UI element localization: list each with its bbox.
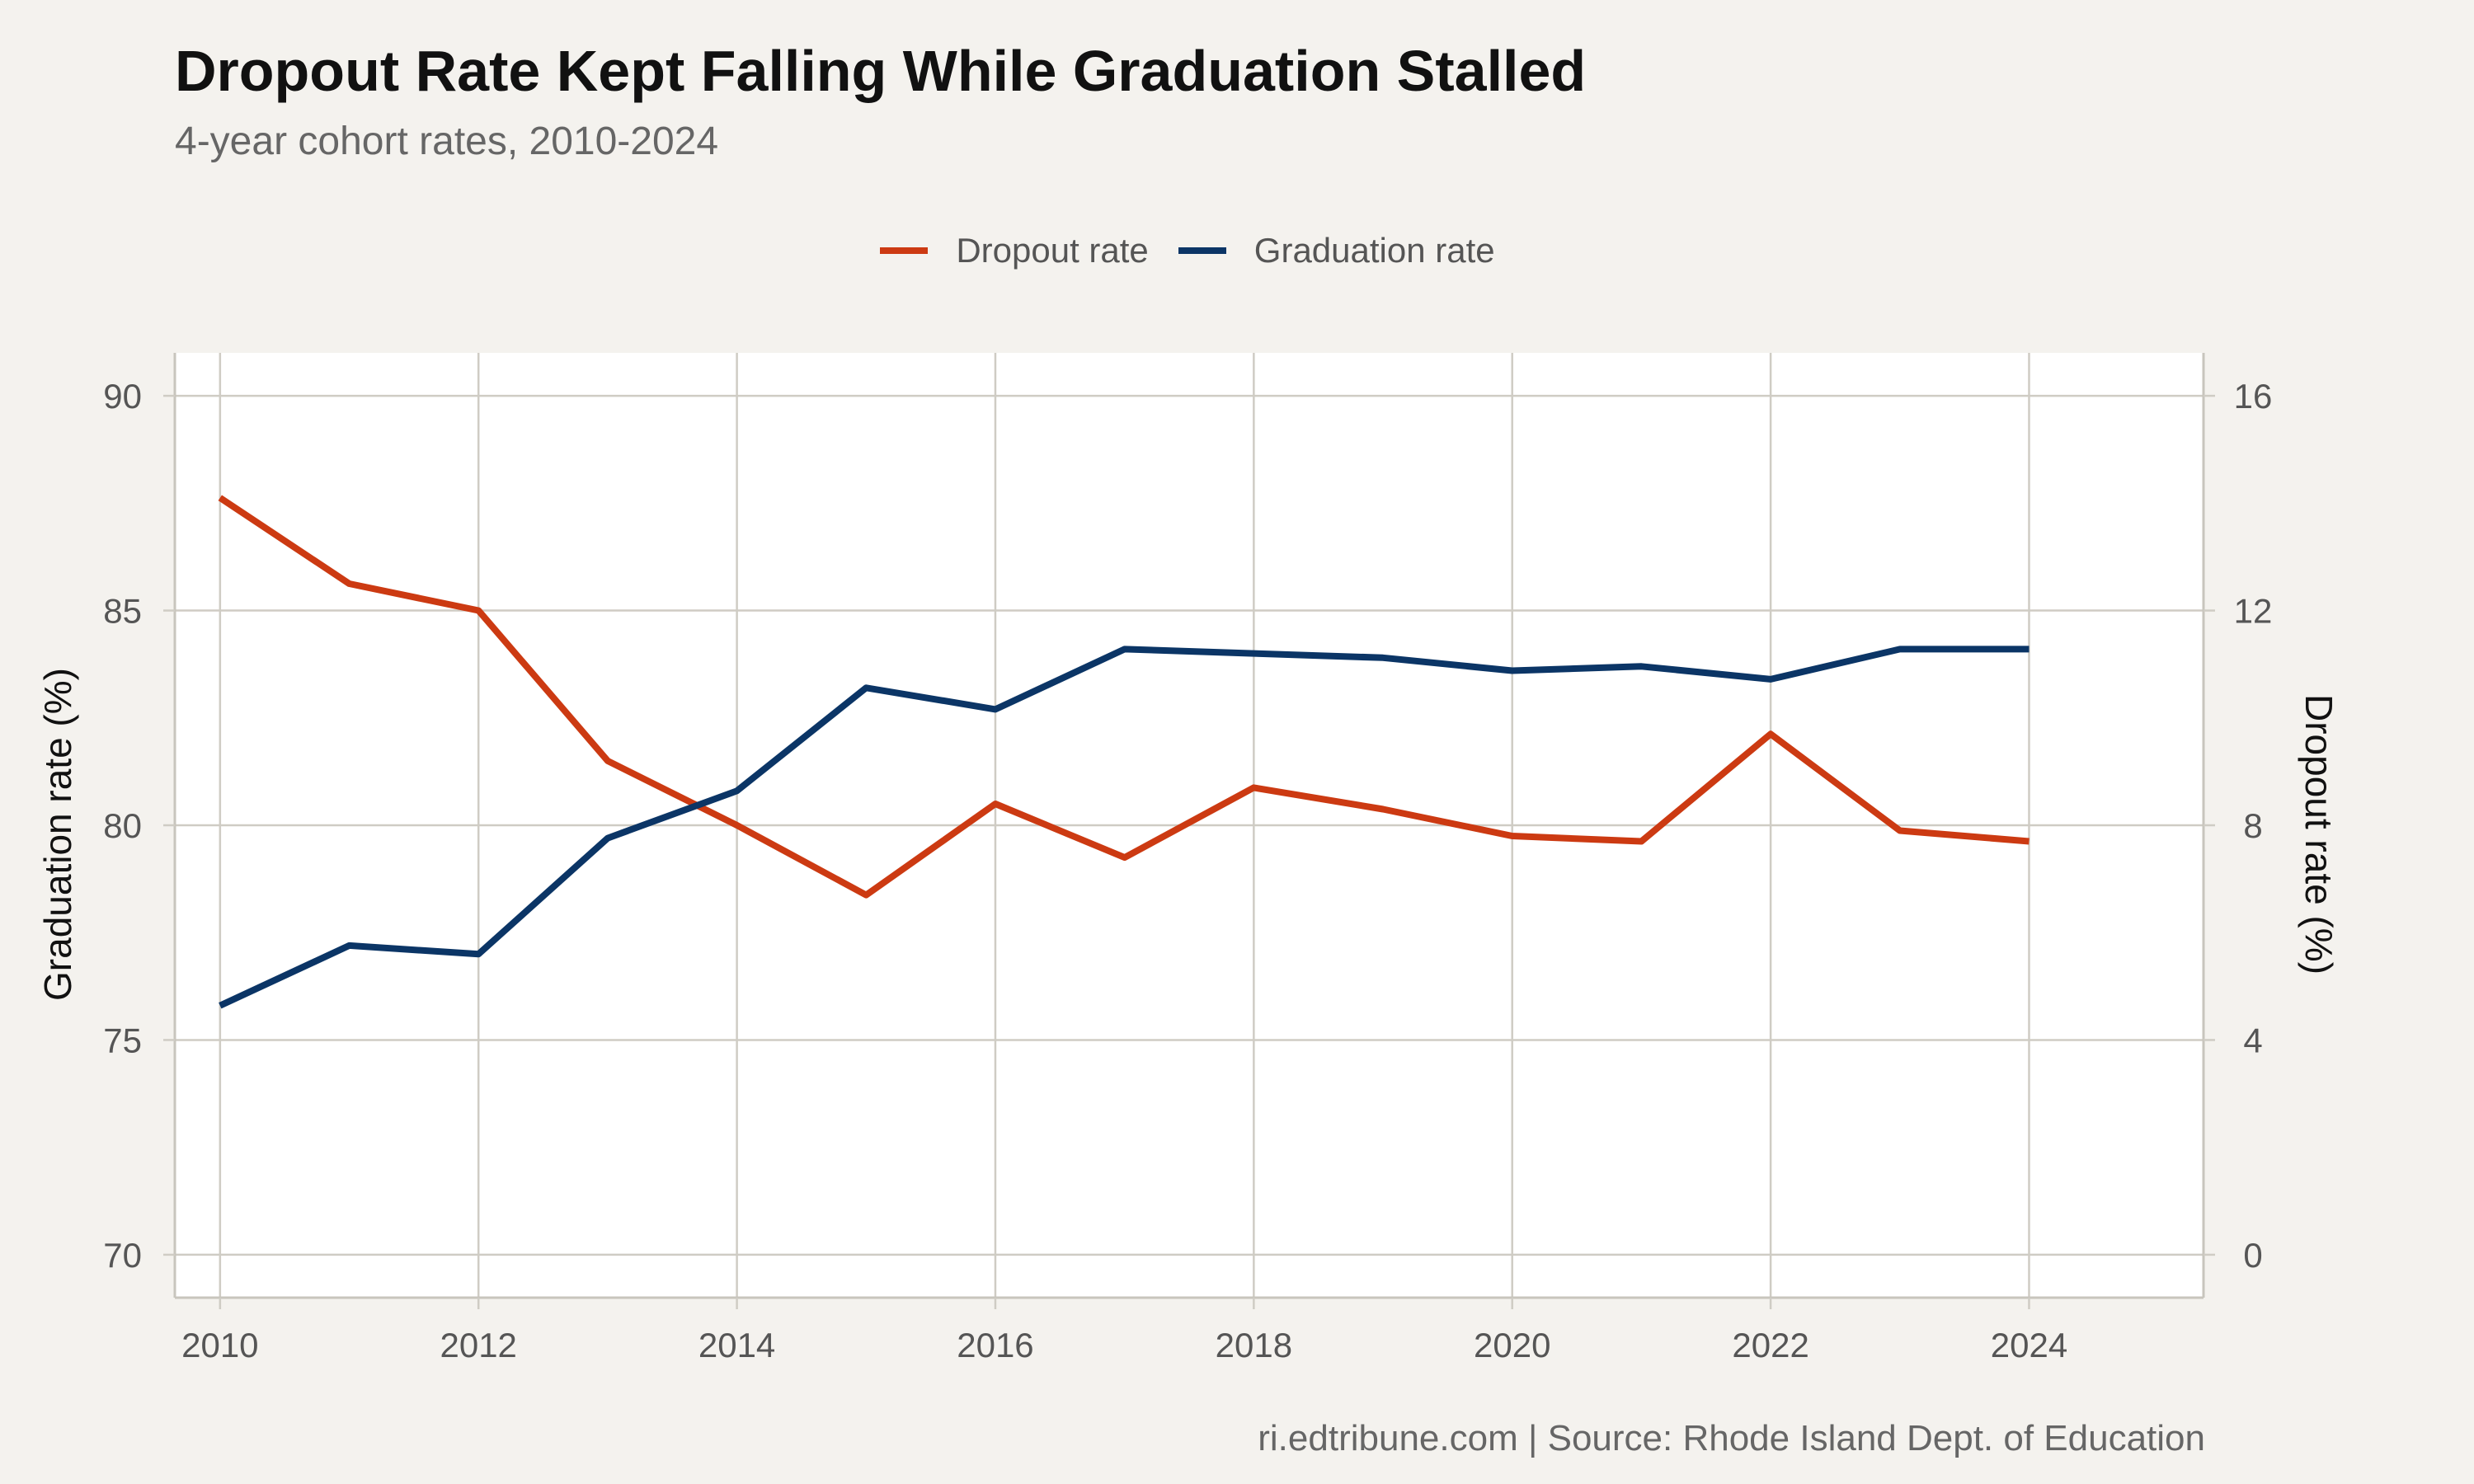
- x-tick-label: 2016: [957, 1326, 1033, 1364]
- y-tick-label-left: 70: [103, 1236, 142, 1275]
- chart-subtitle: 4-year cohort rates, 2010-2024: [175, 120, 719, 163]
- legend-item-dropout: Dropout rate: [880, 231, 1149, 270]
- series-line-dropout-rate: [218, 495, 2030, 899]
- legend: Dropout rate Graduation rate: [0, 231, 2375, 270]
- legend-item-graduation: Graduation rate: [1178, 231, 1495, 270]
- legend-key-dropout: [880, 247, 929, 254]
- legend-label-graduation: Graduation rate: [1253, 231, 1495, 270]
- chart-caption: ri.edtribune.com | Source: Rhode Island …: [1258, 1418, 2205, 1458]
- axis-ticks: 2010 2012 2014 2016 2018 2020 2022 202470758085…: [103, 377, 2272, 1364]
- y-tick-label-left: 85: [103, 592, 142, 631]
- x-tick-label: 2012: [440, 1326, 516, 1364]
- chart-title: Dropout Rate Kept Falling While Graduati…: [175, 39, 1587, 103]
- y-axis-title-right: Dropout rate (%): [2298, 694, 2340, 974]
- y-tick-label-right: 16: [2234, 377, 2273, 416]
- x-tick-label: 2018: [1216, 1326, 1292, 1364]
- x-tick-label: 2010: [181, 1326, 258, 1364]
- y-tick-label-right: 4: [2243, 1021, 2262, 1059]
- y-tick-label-right: 0: [2243, 1236, 2262, 1275]
- x-tick-label: 2024: [1991, 1326, 2067, 1364]
- y-axis-title-left: Graduation rate (%): [36, 668, 79, 1001]
- x-tick-label: 2014: [698, 1326, 775, 1364]
- x-tick-label: 2022: [1732, 1326, 1808, 1364]
- legend-key-graduation: [1178, 247, 1226, 254]
- x-tick-label: 2020: [1474, 1326, 1550, 1364]
- series-line-graduation-rate: [219, 646, 2030, 1009]
- y-tick-label-right: 12: [2234, 592, 2273, 631]
- series-lines: [218, 495, 2030, 1009]
- legend-label-dropout: Dropout rate: [956, 231, 1149, 270]
- y-tick-label-left: 80: [103, 806, 142, 845]
- y-tick-label-left: 75: [103, 1021, 142, 1059]
- y-tick-label-left: 90: [103, 377, 142, 416]
- y-tick-label-right: 8: [2243, 806, 2262, 845]
